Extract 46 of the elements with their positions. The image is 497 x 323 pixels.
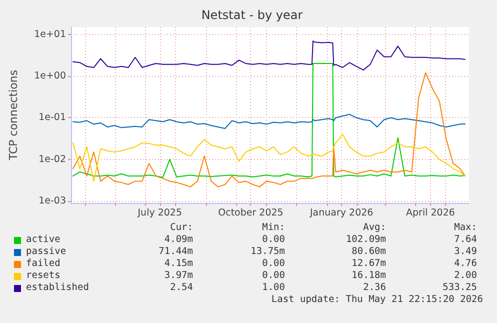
text: 3.49 xyxy=(454,246,477,258)
text: 71.44m xyxy=(158,246,193,258)
text: Last update: Thu May 21 22:15:20 2026 xyxy=(271,294,483,306)
legend-label: active xyxy=(26,234,60,246)
x-tick-label: October 2025 xyxy=(218,208,284,218)
line-series xyxy=(72,40,466,70)
y-tick-label: 1e+01 xyxy=(34,28,66,40)
text: 13.75m xyxy=(250,246,285,258)
text: 0.00 xyxy=(262,270,285,282)
text: Max: xyxy=(454,222,477,234)
legend-label: passive xyxy=(26,246,66,258)
text: Avg: xyxy=(363,222,386,234)
y-tick-label: 1e-03 xyxy=(38,196,66,207)
text: 4.09m xyxy=(164,234,193,246)
text: Cur: xyxy=(170,222,193,234)
text: 0.00 xyxy=(262,258,285,270)
y-tick-label: 1e-01 xyxy=(38,112,66,124)
text: 3.97m xyxy=(164,270,193,282)
line-series xyxy=(72,72,466,188)
text: 4.76 xyxy=(454,258,477,270)
text: 102.09m xyxy=(346,234,386,246)
legend-label: established xyxy=(26,282,89,294)
legend-label: failed xyxy=(26,258,60,270)
text: 7.64 xyxy=(454,234,477,246)
text: 80.60m xyxy=(352,246,386,258)
x-tick-label: January 2026 xyxy=(308,208,374,218)
text: 16.18m xyxy=(352,270,386,282)
line-series xyxy=(72,134,466,182)
text: 12.67m xyxy=(352,258,386,270)
y-axis-title: TCP connections xyxy=(7,70,20,162)
text: 1.00 xyxy=(262,282,285,294)
text: 4.15m xyxy=(164,258,193,270)
text: 2.00 xyxy=(454,270,477,282)
x-tick-label: July 2025 xyxy=(136,208,182,218)
y-tick-label: 1e+00 xyxy=(34,70,66,82)
chart-title: Netstat - by year xyxy=(201,8,303,22)
text: 0.00 xyxy=(262,234,285,246)
x-tick-label: April 2026 xyxy=(406,208,455,218)
text: 2.36 xyxy=(363,282,386,294)
legend-label: resets xyxy=(26,270,60,282)
text: 533.25 xyxy=(442,282,477,294)
line-series xyxy=(72,114,466,130)
y-tick-label: 1e-02 xyxy=(38,154,66,165)
line-series xyxy=(72,62,466,178)
text: 2.54 xyxy=(170,282,193,294)
text: Min: xyxy=(262,222,285,234)
